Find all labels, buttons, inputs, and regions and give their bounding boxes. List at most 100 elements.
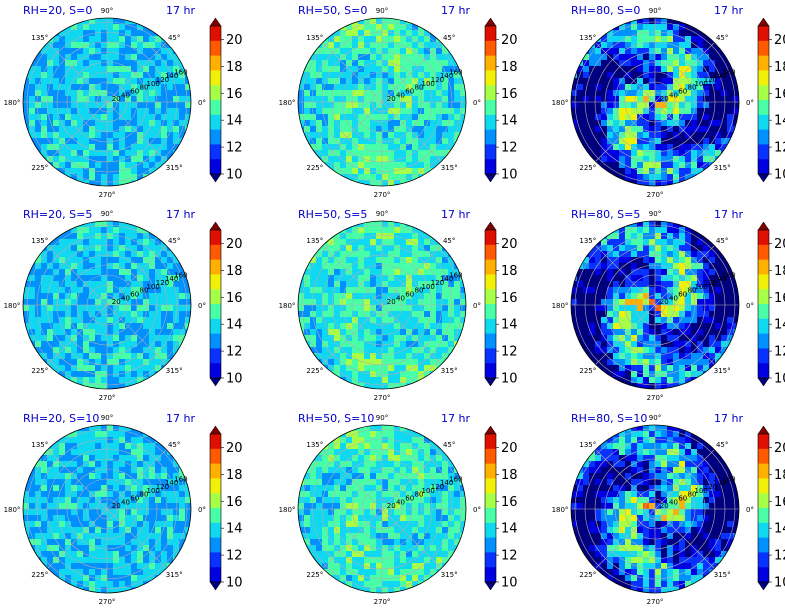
colorbar-segment (210, 244, 221, 260)
colorbar-segment (210, 333, 221, 349)
angle-tick-label: 315° (441, 367, 458, 375)
angle-tick-label: 180° (279, 302, 296, 310)
radial-tick-label: 100 (695, 487, 708, 495)
polar-frame (22, 17, 192, 187)
panel-time-label: 17 hr (441, 4, 470, 17)
colorbar-segment (210, 100, 221, 116)
panel-title: RH=50, S=5 (298, 208, 367, 221)
radial-tick-label: 40 (669, 498, 678, 506)
polar-frame (297, 424, 467, 594)
colorbar-segment (210, 274, 221, 290)
colorbar-tick-label: 12 (501, 549, 518, 564)
colorbar-segment (210, 85, 221, 101)
polar-panel: 0°45°90°135°180°225°270°315°20 40 60 801001… (552, 4, 754, 199)
angle-tick-label: 135° (31, 441, 48, 449)
colorbar-segment (210, 26, 221, 42)
radial-tick-label: 140 (440, 275, 453, 283)
colorbar-tick-label: 20 (774, 33, 785, 48)
colorbar-segment (758, 114, 769, 130)
angle-tick-label: 0° (198, 506, 206, 514)
angle-tick-label: 90° (376, 414, 388, 422)
radial-tick-label: 120 (704, 483, 717, 491)
colorbar-segment (485, 537, 496, 553)
colorbar-segment (758, 289, 769, 305)
colorbar-tick-label: 16 (226, 495, 243, 510)
colorbar-segment (485, 129, 496, 145)
panel-title: RH=20, S=0 (23, 4, 92, 17)
polar-grid (23, 18, 191, 186)
colorbar-segment (210, 552, 221, 568)
radial-tick-label: 20 (112, 95, 121, 103)
radial-tick-label: 120 (431, 483, 444, 491)
radial-tick-label: 160 (174, 68, 187, 76)
radial-tick-label: 40 (121, 498, 130, 506)
colorbar-segment (210, 478, 221, 494)
colorbar-tick-label: 16 (774, 87, 785, 102)
colorbar-segment (210, 289, 221, 305)
colorbar-segment (485, 114, 496, 130)
colorbar-segment (210, 463, 221, 479)
angle-tick-label: 315° (166, 367, 183, 375)
radial-tick-label: 160 (449, 271, 462, 279)
angle-tick-label: 45° (443, 441, 455, 449)
radial-tick-label: 20 (387, 502, 396, 510)
radial-tick-label: 80 (414, 491, 423, 499)
angle-tick-label: 180° (4, 99, 21, 107)
angle-tick-label: 135° (31, 237, 48, 245)
radial-tick-label: 160 (722, 68, 735, 76)
radial-tick-label: 80 (687, 491, 696, 499)
colorbar-tick-label: 12 (774, 549, 785, 564)
colorbar-tick-label: 18 (226, 264, 243, 279)
colorbar-segment (485, 26, 496, 42)
colorbar-segment (210, 70, 221, 86)
colorbar-tick-label: 14 (501, 114, 518, 129)
angle-tick-label: 45° (443, 237, 455, 245)
polar-grid (571, 221, 739, 389)
angle-tick-label: 315° (714, 164, 731, 172)
colorbar-tick-label: 18 (501, 468, 518, 483)
angle-tick-label: 90° (376, 7, 388, 15)
radial-tick-label: 80 (414, 84, 423, 92)
angle-tick-label: 135° (306, 237, 323, 245)
colorbar-tick-label: 20 (501, 237, 518, 252)
colorbar-tick-label: 12 (226, 549, 243, 564)
colorbar-segment (758, 244, 769, 260)
radial-tick-label: 160 (722, 475, 735, 483)
colorbar-segment (485, 522, 496, 538)
colorbar-segment (485, 448, 496, 464)
polar-frame (570, 17, 740, 187)
polar-grid (571, 425, 739, 593)
angle-tick-label: 135° (31, 34, 48, 42)
radial-tick-label: 80 (139, 287, 148, 295)
angle-tick-label: 135° (306, 441, 323, 449)
colorbar-segment (210, 448, 221, 464)
colorbar-segment (485, 289, 496, 305)
angle-tick-label: 90° (101, 7, 113, 15)
radial-tick-label: 60 (678, 495, 687, 503)
colorbar-segment (485, 40, 496, 56)
field-cells (23, 18, 191, 186)
panel-title: RH=50, S=10 (298, 412, 374, 425)
polar-grid (298, 18, 466, 186)
radial-tick-label: 20 (387, 298, 396, 306)
angle-tick-label: 225° (579, 571, 596, 579)
radial-tick-label: 80 (139, 491, 148, 499)
angle-tick-label: 0° (198, 302, 206, 310)
radial-tick-label: 80 (414, 287, 423, 295)
colorbar-segment (485, 304, 496, 320)
angle-tick-label: 0° (473, 302, 481, 310)
polar-frame (297, 17, 467, 187)
radial-tick-label: 100 (147, 80, 160, 88)
polar-grid (23, 221, 191, 389)
colorbar-tick-label: 20 (774, 237, 785, 252)
angle-tick-label: 270° (647, 394, 664, 402)
colorbar-tick-label: 16 (774, 291, 785, 306)
angle-tick-label: 180° (552, 506, 569, 514)
radial-tick-label: 80 (687, 287, 696, 295)
colorbar-segment (485, 363, 496, 379)
angle-tick-label: 45° (168, 34, 180, 42)
colorbar-segment (210, 493, 221, 509)
radial-tick-label: 60 (678, 291, 687, 299)
radial-tick-label: 160 (449, 475, 462, 483)
